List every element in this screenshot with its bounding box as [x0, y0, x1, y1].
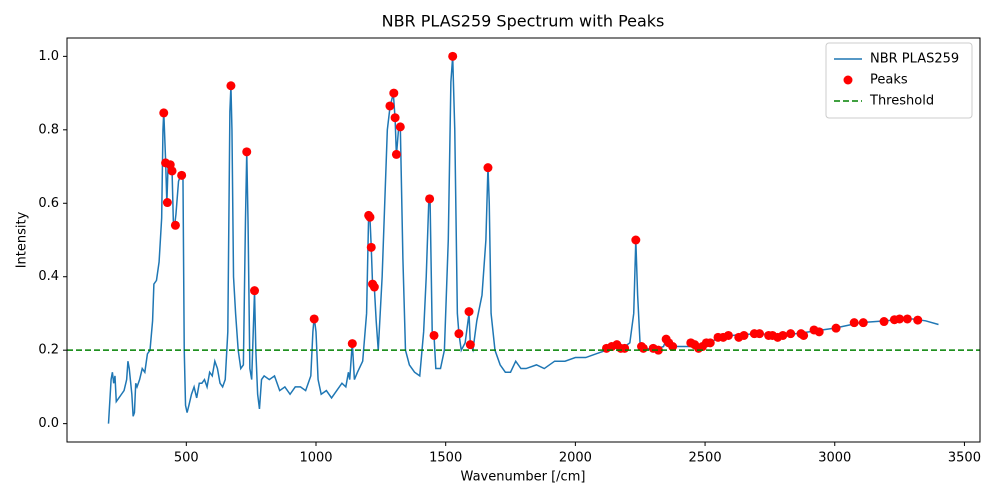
y-tick-label: 0.2: [38, 343, 59, 358]
y-tick-label: 1.0: [38, 49, 59, 64]
peak-point: [849, 318, 859, 328]
peak-point: [638, 343, 648, 353]
peak-point: [831, 323, 841, 333]
spectrum-line: [107, 56, 939, 424]
plot-frame: [66, 37, 981, 443]
peak-point: [385, 101, 395, 111]
peak-point: [786, 329, 796, 339]
x-tick-label: 2500: [689, 451, 722, 466]
peak-point: [250, 286, 260, 296]
legend-label: Threshold: [869, 94, 934, 109]
x-tick-label: 1000: [299, 451, 332, 466]
x-tick-label: 1500: [429, 451, 462, 466]
peak-point: [483, 163, 493, 173]
y-tick-label: 0.8: [38, 122, 59, 137]
peak-point: [391, 149, 401, 159]
peak-point: [242, 147, 252, 157]
legend-label: Peaks: [870, 73, 908, 88]
x-tick-label: 2000: [559, 451, 592, 466]
peak-point: [425, 194, 435, 204]
x-tick-label: 3500: [948, 451, 981, 466]
peak-point: [170, 220, 180, 230]
peak-point: [365, 212, 375, 222]
peak-point: [755, 329, 765, 339]
peak-point: [454, 329, 464, 339]
peak-point: [177, 170, 187, 180]
peak-point: [895, 314, 905, 324]
x-tick-label: 500: [174, 451, 199, 466]
peak-point: [159, 108, 169, 118]
peak-point: [167, 166, 177, 176]
y-tick-label: 0.0: [38, 416, 59, 431]
peak-point: [814, 327, 824, 337]
legend-box: [825, 42, 973, 119]
peak-point: [739, 330, 749, 340]
peak-point: [858, 318, 868, 328]
peak-point: [913, 315, 923, 325]
peak-point: [464, 307, 474, 317]
peak-point: [902, 314, 912, 324]
peak-point: [723, 330, 733, 340]
peak-point: [226, 81, 236, 91]
peak-point: [347, 339, 357, 349]
peak-point: [799, 330, 809, 340]
y-tick-label: 0.6: [38, 196, 59, 211]
legend-swatch: [843, 75, 853, 85]
peak-point: [668, 342, 678, 352]
peak-point: [465, 340, 475, 350]
peak-point: [448, 51, 458, 61]
peak-point: [390, 113, 400, 123]
peak-point: [389, 88, 399, 98]
peak-point: [309, 314, 319, 324]
chart-title: NBR PLAS259 Spectrum with Peaks: [382, 12, 665, 31]
peak-point: [429, 330, 439, 340]
peak-point: [879, 317, 889, 327]
y-tick-label: 0.4: [38, 269, 59, 284]
x-tick-label: 3000: [818, 451, 851, 466]
peak-point: [162, 198, 172, 208]
peak-point: [369, 282, 379, 292]
y-axis-label: Intensity: [15, 211, 30, 268]
peak-point: [778, 330, 788, 340]
peak-point: [631, 235, 641, 245]
peak-point: [653, 345, 663, 355]
peak-point: [366, 242, 376, 252]
x-axis-label: Wavenumber [/cm]: [461, 470, 586, 485]
legend-label: NBR PLAS259: [870, 52, 959, 67]
peak-point: [395, 122, 405, 132]
peak-point: [705, 338, 715, 348]
peak-point: [620, 343, 630, 353]
